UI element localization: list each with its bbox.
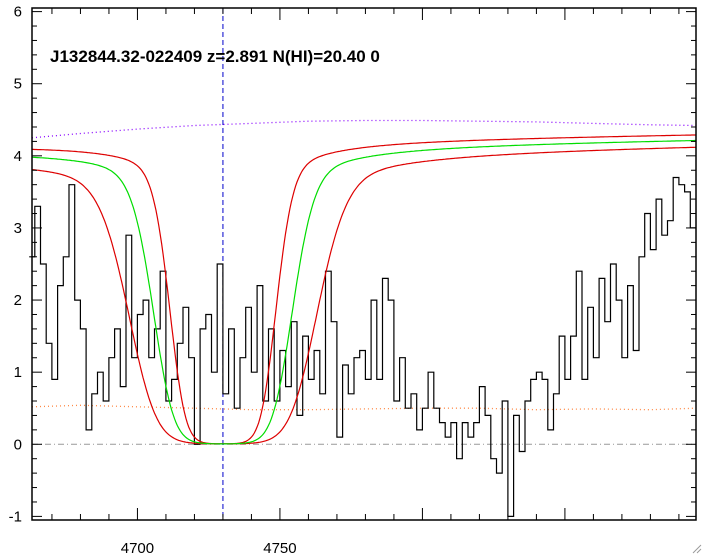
model-curve <box>31 139 696 445</box>
y-tick-label: 3 <box>14 220 22 237</box>
x-tick-label: 4750 <box>263 540 296 556</box>
x-tick-label: 4700 <box>121 540 154 556</box>
plot-frame <box>31 7 697 521</box>
continuum-fit <box>31 119 697 139</box>
y-tick-label: 6 <box>14 4 22 21</box>
absorption-models <box>31 134 696 445</box>
y-axis: -1 0 1 2 3 4 5 6 <box>9 4 696 525</box>
y-tick-label: -1 <box>9 508 22 525</box>
flux-steps <box>29 176 696 517</box>
flux-spectrum <box>29 176 696 517</box>
plot-border <box>31 7 697 521</box>
resize-grip-icon[interactable] <box>690 542 702 554</box>
chart-title: J132844.32-022409 z=2.891 N(HI)=20.40 0 <box>50 47 380 66</box>
y-tick-label: 0 <box>14 436 22 453</box>
y-tick-label: 5 <box>14 76 22 93</box>
continuum-line <box>31 119 697 139</box>
error-line <box>31 404 697 411</box>
model_lower-curve <box>31 146 696 445</box>
model_upper-curve <box>32 134 696 445</box>
y-tick-label: 2 <box>14 292 22 309</box>
y-tick-label: 1 <box>14 364 22 381</box>
x-axis: 4700 4750 <box>51 8 680 556</box>
error-spectrum <box>31 404 697 411</box>
y-tick-label: 4 <box>14 148 22 165</box>
